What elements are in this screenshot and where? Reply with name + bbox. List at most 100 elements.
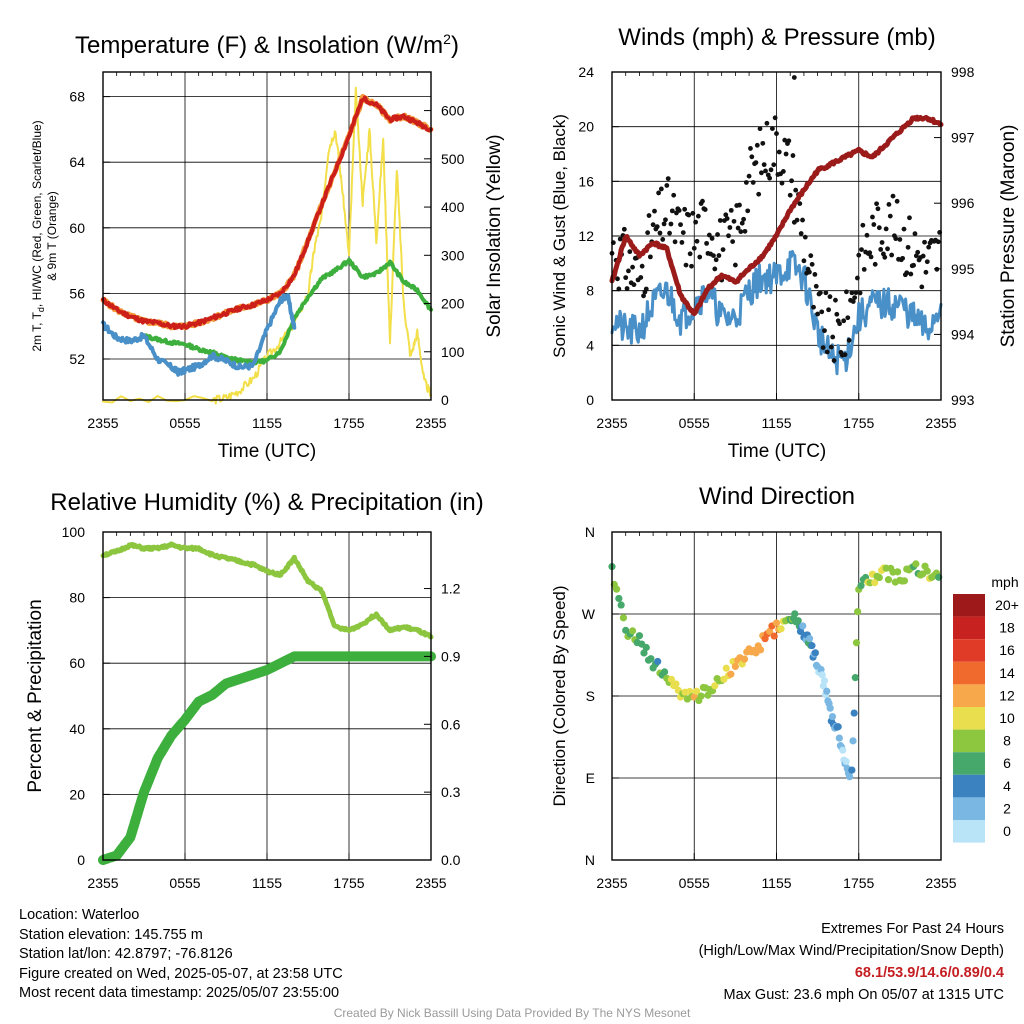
gust-point xyxy=(664,183,670,188)
gust-point xyxy=(678,222,683,228)
gust-point xyxy=(908,271,914,277)
gust-point xyxy=(742,228,748,234)
y2-axis-label: Station Pressure (Maroon) xyxy=(998,125,1019,348)
gust-point xyxy=(689,263,694,269)
gust-point xyxy=(741,216,746,222)
gust-point xyxy=(700,198,705,204)
y-tick-label: 68 xyxy=(69,89,85,105)
wind-direction-point xyxy=(672,680,680,688)
gust-point xyxy=(886,201,892,207)
wind-direction-point xyxy=(640,649,648,657)
sonic-wind-line xyxy=(610,250,943,376)
gust-point xyxy=(912,231,918,237)
gust-point xyxy=(787,192,793,198)
gust-point xyxy=(783,151,789,157)
wind-direction-point xyxy=(846,773,854,781)
gust-point xyxy=(690,210,696,216)
gust-point xyxy=(624,286,630,291)
x-tick-label: 2355 xyxy=(596,415,627,431)
wind-direction-point xyxy=(848,766,856,774)
wind-direction-point xyxy=(697,692,705,700)
gust-point xyxy=(774,131,779,136)
gust-point xyxy=(828,344,834,350)
gust-point xyxy=(757,126,763,132)
wind-direction-point xyxy=(799,622,807,630)
y-tick-label: 40 xyxy=(69,721,85,737)
colorbar-swatch xyxy=(953,729,985,753)
gust-point xyxy=(807,269,812,275)
station-elevation: Station elevation: 145.755 m xyxy=(19,926,203,943)
gust-point xyxy=(867,250,873,256)
gust-point xyxy=(919,284,925,290)
x-tick-label: 2355 xyxy=(87,875,118,891)
wind-direction-point xyxy=(704,691,712,699)
wind-direction-point xyxy=(839,746,847,754)
wind-direction-point xyxy=(731,662,739,671)
gust-point xyxy=(668,221,674,227)
gust-point xyxy=(646,213,652,218)
gust-point xyxy=(812,271,818,277)
colorbar-swatch xyxy=(953,797,985,820)
wind-direction-point xyxy=(893,568,902,576)
colorbar-swatch xyxy=(953,616,985,640)
gust-point xyxy=(817,290,823,296)
gust-point xyxy=(660,237,666,242)
gust-point xyxy=(809,261,815,267)
gust-point xyxy=(728,207,734,213)
y-tick-label: N xyxy=(585,524,595,540)
gust-point xyxy=(750,180,756,185)
wind-direction-point xyxy=(660,668,669,676)
y-tick-label: 60 xyxy=(69,655,85,671)
y-tick-label: 20 xyxy=(69,786,85,802)
gust-point xyxy=(726,233,731,239)
wind-direction-point xyxy=(923,567,931,575)
gust-point xyxy=(745,208,751,214)
x-tick-label: 1155 xyxy=(252,415,282,431)
gust-point xyxy=(738,229,744,235)
x-axis-label: Time (UTC) xyxy=(728,441,827,462)
gust-point xyxy=(923,269,929,275)
gust-point xyxy=(793,187,799,193)
gust-point xyxy=(845,315,851,321)
pressure-line xyxy=(609,114,944,316)
gust-point xyxy=(911,262,916,268)
y-tick-label: 0 xyxy=(586,392,594,408)
gust-point xyxy=(831,358,837,363)
x-tick-label: 1755 xyxy=(843,415,874,431)
gust-point xyxy=(852,295,858,300)
colorbar-swatch xyxy=(953,774,985,798)
gust-point xyxy=(717,218,723,223)
gust-point xyxy=(794,217,800,223)
gust-point xyxy=(686,212,692,218)
dewpoint-line xyxy=(142,257,433,366)
heat-index-line xyxy=(101,293,297,377)
gust-point xyxy=(749,154,755,160)
gust-point xyxy=(680,230,686,236)
wind-direction-point xyxy=(766,627,774,635)
gust-point xyxy=(823,290,829,296)
gust-point xyxy=(771,162,777,168)
humidity-line xyxy=(100,541,434,640)
y-axis-label: Percent & Precipitation xyxy=(25,599,46,792)
gust-point xyxy=(711,253,716,258)
gust-point xyxy=(875,206,881,212)
gust-point xyxy=(802,234,808,240)
wind-direction-point xyxy=(654,657,662,666)
colorbar-tick-label: 2 xyxy=(1003,800,1011,816)
y2-tick-label: 0.9 xyxy=(441,648,461,664)
gust-point xyxy=(876,225,882,231)
wind-direction-point xyxy=(615,594,623,603)
y2-tick-label: 0 xyxy=(441,392,449,408)
gust-point xyxy=(871,222,877,227)
gust-point xyxy=(767,175,773,181)
gust-point xyxy=(801,258,807,264)
gust-point xyxy=(667,230,672,236)
wind-direction-point xyxy=(820,677,829,685)
y-tick-label: W xyxy=(582,606,596,622)
gust-point xyxy=(671,192,677,198)
gust-point xyxy=(879,240,885,245)
wind-direction-point xyxy=(772,619,781,627)
x-tick-label: 2355 xyxy=(415,875,446,891)
chart-title-winds: Winds (mph) & Pressure (mb) xyxy=(618,24,935,51)
y-tick-label: 64 xyxy=(69,154,85,170)
